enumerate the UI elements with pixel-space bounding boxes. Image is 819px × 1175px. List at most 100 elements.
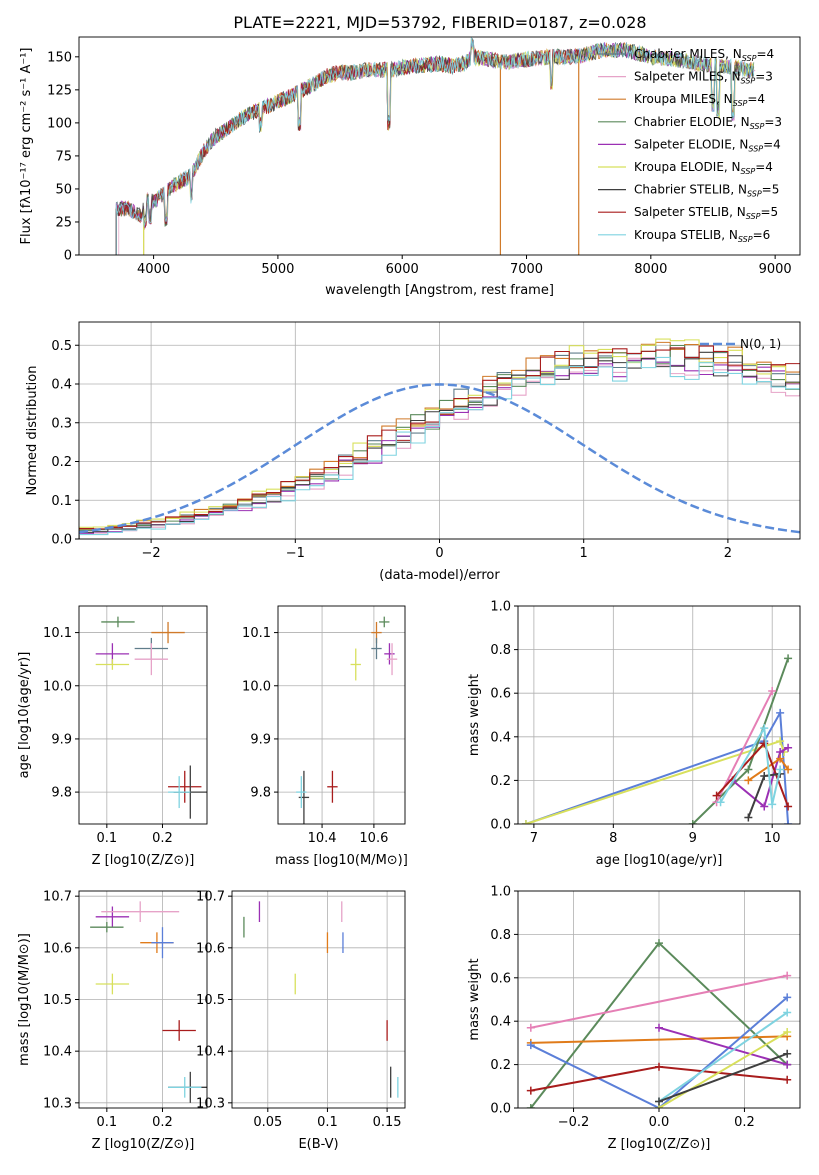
- y-tick-label: 0.1: [51, 494, 72, 509]
- weight-marker: [655, 1097, 663, 1106]
- y-tick-label: 0.0: [490, 818, 511, 833]
- x-tick-label: 0.2: [152, 1115, 173, 1130]
- axes-frame: [78, 890, 208, 1109]
- weight_vs_Z-ylabel: mass weight: [467, 958, 482, 1040]
- x-tick-label: 0.2: [734, 1115, 755, 1130]
- age_vs_Z-ylabel: age [log10(age/yr)]: [17, 652, 32, 779]
- weight-marker: [784, 820, 793, 824]
- x-tick-label: 0.1: [96, 831, 117, 846]
- axes-frame: [277, 605, 406, 825]
- weight-series: [525, 739, 786, 824]
- histogram-salpeter_stelib: [79, 345, 800, 539]
- histogram-salpeter_elodie: [79, 358, 800, 539]
- weight-marker: [768, 800, 777, 809]
- histograms: [79, 338, 800, 539]
- y-tick-label: 10.4: [43, 1045, 72, 1060]
- y-tick-label: 75: [55, 149, 72, 164]
- y-tick-label: 0.8: [490, 643, 511, 658]
- weight-marker: [783, 1008, 792, 1017]
- markers-mass_vs_Z: [90, 901, 207, 1103]
- weight-marker: [712, 791, 721, 800]
- histogram-chabrier_elodie: [79, 344, 800, 539]
- weight-marker: [784, 765, 793, 774]
- legend-entry: Kroupa MILES, NSSP=4: [634, 92, 765, 108]
- axes-frame: [517, 605, 801, 825]
- weight-series: [530, 1035, 788, 1044]
- x-tick-label: 10: [764, 831, 781, 846]
- weight-series: [530, 974, 788, 1029]
- weight-marker: [776, 765, 785, 774]
- spectrum-series-kroupa_stelib: [115, 37, 755, 255]
- weight-series: [658, 1031, 788, 1108]
- x-tick-label: 7: [530, 831, 538, 846]
- x-tick-label: 8: [609, 831, 617, 846]
- y-tick-label: 0.2: [51, 455, 72, 470]
- weight-series: [715, 690, 774, 803]
- age_vs_mass-xlabel: mass [log10(M/M⊙)]: [275, 853, 408, 868]
- lines-weight_vs_Z: [526, 939, 792, 1108]
- weight-marker: [526, 1023, 535, 1032]
- y-tick-label: 125: [47, 83, 72, 98]
- histogram-chabrier_stelib: [79, 351, 800, 539]
- y-tick-label: 9.9: [250, 732, 271, 747]
- y-tick-label: 10.7: [43, 890, 72, 905]
- axes-frame: [78, 321, 801, 540]
- weight-marker: [744, 776, 753, 785]
- legend-entry: Chabrier MILES, NSSP=4: [634, 47, 774, 63]
- y-tick-label: 10.1: [43, 626, 72, 641]
- weight-series: [525, 709, 790, 824]
- axes-frame: [78, 605, 208, 825]
- legend-entry: Salpeter ELODIE, NSSP=4: [634, 137, 781, 153]
- legend-entry: Chabrier ELODIE, NSSP=3: [634, 115, 782, 131]
- y-tick-label: 1.0: [490, 600, 511, 615]
- y-tick-label: 0.8: [490, 928, 511, 943]
- gridlines-mass_vs_ebv: [232, 891, 405, 1108]
- x-tick-label: 0.1: [96, 1115, 117, 1130]
- axes-mass_vs_ebv: 0.05 0.1 0.15 10.3 10.4 10.5 10.6 10.7: [196, 890, 405, 1130]
- axes-frame: [517, 890, 801, 1109]
- axes-age_vs_mass: 10.4 10.6 9.8 9.9 10.0 10.1: [242, 606, 405, 846]
- weight-marker: [688, 820, 697, 824]
- spectrum-ylabel: Flux [fλ10⁻¹⁷ erg cm⁻² s⁻¹ A⁻¹]: [19, 48, 34, 245]
- weight-marker: [783, 1028, 792, 1037]
- histogram-kroupa_miles: [79, 341, 800, 539]
- residuals-ylabel: Normed distribution: [25, 366, 40, 496]
- weight-marker: [783, 1060, 792, 1069]
- weight-series: [530, 996, 788, 1108]
- weight-marker: [783, 1049, 792, 1058]
- x-tick-label: 0.2: [152, 831, 173, 846]
- x-tick-label: 0.0: [649, 1115, 670, 1130]
- y-tick-label: 10.7: [196, 890, 225, 905]
- axes-weight_vs_age: 7 8 9 10 0.0 0.2 0.4 0.6 0.8 1.0: [490, 600, 800, 846]
- y-tick-label: 0.2: [490, 1058, 511, 1073]
- weight-marker: [744, 765, 753, 774]
- y-tick-label: 25: [55, 215, 72, 230]
- y-tick-label: 0.0: [51, 533, 72, 548]
- weight-marker: [776, 708, 785, 717]
- weight-marker: [744, 813, 753, 822]
- weight-series: [658, 1011, 788, 1103]
- x-tick-label: 0.1: [317, 1115, 338, 1130]
- weight-marker: [655, 939, 663, 948]
- spectrum-xlabel: wavelength [Angstrom, rest frame]: [325, 283, 554, 298]
- gridlines-weight_vs_Z: [518, 890, 800, 1109]
- x-tick-label: 9: [689, 831, 697, 846]
- y-tick-label: 0.6: [490, 971, 511, 986]
- y-tick-label: 0.2: [490, 774, 511, 789]
- y-tick-label: 9.8: [51, 786, 72, 801]
- x-tick-label: 5000: [261, 262, 294, 277]
- y-tick-label: 10.3: [43, 1096, 72, 1111]
- y-tick-label: 0.4: [490, 1015, 511, 1030]
- y-tick-label: 10.4: [196, 1045, 225, 1060]
- weight-marker: [760, 739, 769, 748]
- plots: 4000 5000 6000 7000 8000 90000255075100125150…: [17, 36, 801, 1152]
- axes-frame: [78, 36, 801, 256]
- y-tick-label: 10.0: [242, 679, 271, 694]
- markers-mass_vs_ebv: [243, 901, 399, 1098]
- y-tick-label: 0.6: [490, 687, 511, 702]
- y-tick-label: 10.5: [196, 993, 225, 1008]
- y-tick-label: 50: [55, 182, 72, 197]
- x-tick-label: −0.2: [558, 1115, 590, 1130]
- spectrum-legend: Chabrier MILES, NSSP=4 Salpeter MILES, NS…: [598, 47, 782, 244]
